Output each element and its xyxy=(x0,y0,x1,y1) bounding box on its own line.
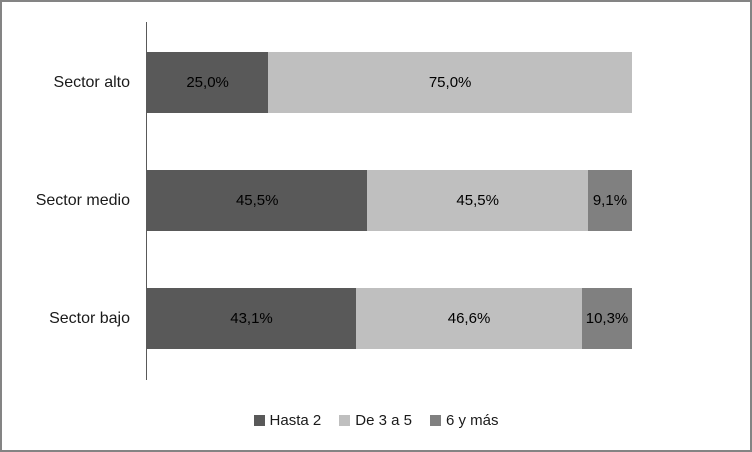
data-label: 45,5% xyxy=(235,192,279,209)
stacked-bar: 25,0% 75,0% xyxy=(147,52,632,113)
bar-row-sector-alto: Sector alto 25,0% 75,0% xyxy=(2,52,750,113)
bar-segment-6-y-mas: 10,3% xyxy=(582,288,632,349)
bar-segment-hasta-2: 25,0% xyxy=(147,52,269,113)
legend-item-hasta-2: Hasta 2 xyxy=(253,411,322,429)
bar-segment-de-3-a-5: 75,0% xyxy=(268,52,632,113)
bar-segment-de-3-a-5: 45,5% xyxy=(367,170,588,231)
legend-item-6-y-mas: 6 y más xyxy=(429,411,499,429)
legend-swatch-de-3-a-5-icon xyxy=(339,414,351,426)
data-label: 43,1% xyxy=(230,310,273,327)
data-label: 45,5% xyxy=(456,192,499,209)
data-label: 46,6% xyxy=(447,310,491,327)
data-label: 75,0% xyxy=(428,74,472,91)
legend-label: Hasta 2 xyxy=(269,411,322,429)
category-label: Sector bajo xyxy=(49,309,130,327)
bar-segment-6-y-mas: 9,1% xyxy=(587,170,632,231)
legend-item-de-3-a-5: De 3 a 5 xyxy=(339,412,412,429)
legend-label: De 3 a 5 xyxy=(355,411,412,429)
legend: Hasta 2 De 3 a 5 6 y más xyxy=(2,406,750,434)
category-label: Sector alto xyxy=(53,73,130,91)
stacked-bar: 43,1% 46,6% 10,3% xyxy=(147,288,632,349)
bar-row-sector-medio: Sector medio 45,5% 45,5% 9,1% xyxy=(2,170,750,231)
data-label: 9,1% xyxy=(592,192,628,209)
y-axis-line xyxy=(146,22,147,380)
data-label: 25,0% xyxy=(186,74,229,91)
bar-segment-hasta-2: 43,1% xyxy=(147,288,357,349)
bar-segment-de-3-a-5: 46,6% xyxy=(356,288,583,349)
legend-swatch-hasta-2-icon xyxy=(253,414,265,426)
category-label: Sector medio xyxy=(35,191,130,209)
legend-label: 6 y más xyxy=(445,411,499,429)
stacked-bar: 45,5% 45,5% 9,1% xyxy=(147,170,632,231)
bar-row-sector-bajo: Sector bajo 43,1% 46,6% 10,3% xyxy=(2,288,750,349)
legend-swatch-6-y-mas-icon xyxy=(429,414,441,426)
data-label: 10,3% xyxy=(585,310,629,327)
bar-segment-hasta-2: 45,5% xyxy=(147,170,368,231)
